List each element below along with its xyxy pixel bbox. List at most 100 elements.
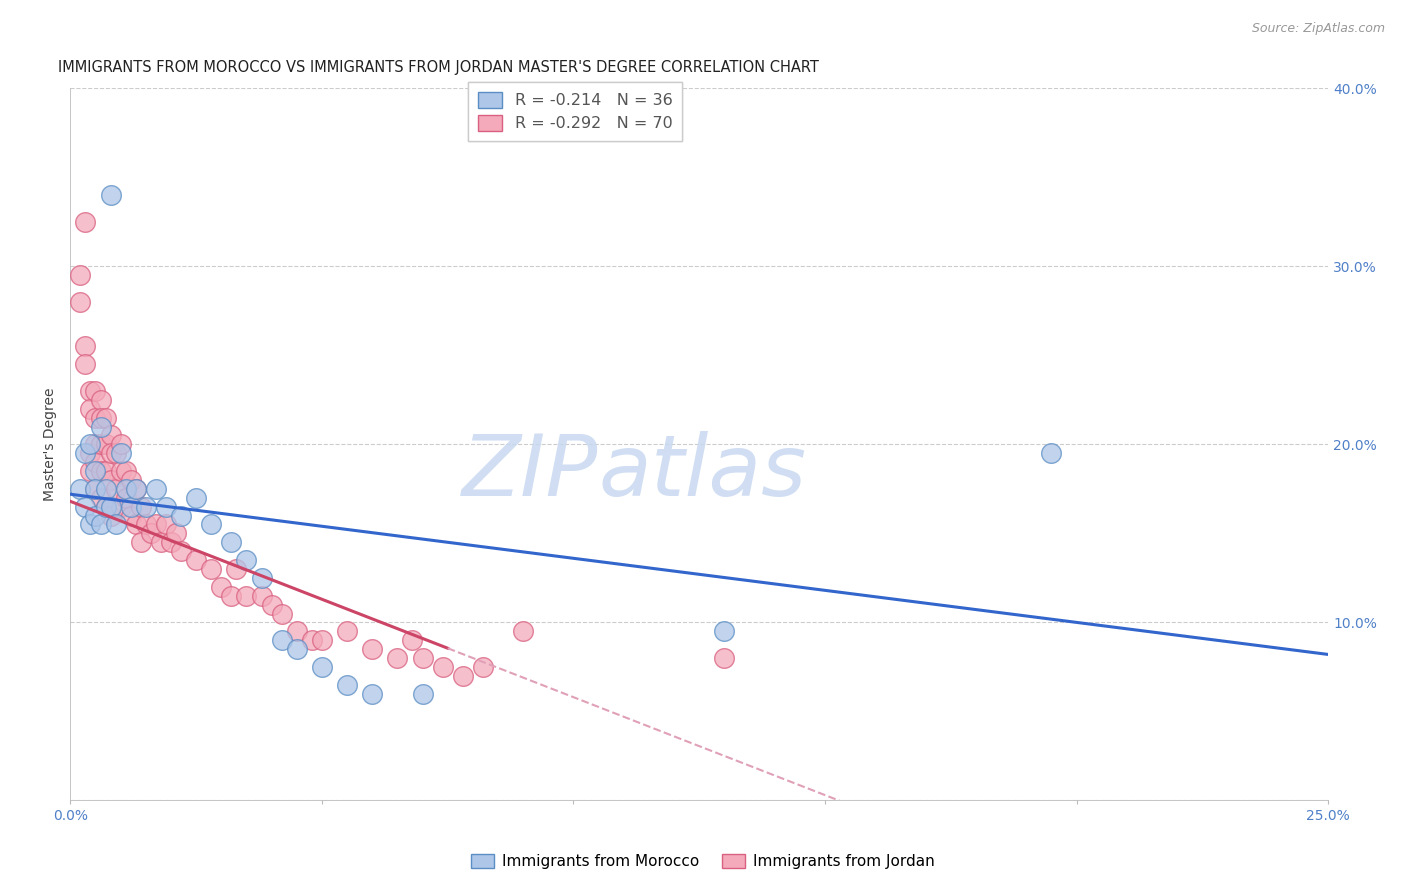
Point xyxy=(235,589,257,603)
Point xyxy=(100,500,122,514)
Point xyxy=(104,517,127,532)
Point xyxy=(75,500,97,514)
Point xyxy=(401,633,423,648)
Point xyxy=(451,669,474,683)
Point xyxy=(75,357,97,371)
Point xyxy=(114,464,136,478)
Point xyxy=(270,633,292,648)
Point xyxy=(471,660,494,674)
Point xyxy=(89,491,111,505)
Point xyxy=(120,473,142,487)
Point xyxy=(79,446,101,460)
Point xyxy=(100,188,122,202)
Point xyxy=(250,589,273,603)
Point xyxy=(104,482,127,496)
Point xyxy=(1040,446,1063,460)
Point xyxy=(270,607,292,621)
Point xyxy=(79,384,101,398)
Point xyxy=(361,687,384,701)
Point xyxy=(311,633,333,648)
Point xyxy=(69,268,91,283)
Point xyxy=(200,517,222,532)
Point xyxy=(100,473,122,487)
Point xyxy=(120,508,142,523)
Point xyxy=(155,500,177,514)
Legend: Immigrants from Morocco, Immigrants from Jordan: Immigrants from Morocco, Immigrants from… xyxy=(465,848,941,875)
Point xyxy=(104,446,127,460)
Point xyxy=(69,482,91,496)
Point xyxy=(200,562,222,576)
Point xyxy=(110,464,132,478)
Point xyxy=(89,464,111,478)
Point xyxy=(160,535,183,549)
Point xyxy=(100,428,122,442)
Point xyxy=(125,517,148,532)
Point xyxy=(79,464,101,478)
Point xyxy=(155,517,177,532)
Point xyxy=(125,482,148,496)
Point xyxy=(145,482,167,496)
Point xyxy=(89,410,111,425)
Point xyxy=(84,384,107,398)
Point xyxy=(221,589,243,603)
Point xyxy=(110,500,132,514)
Point xyxy=(84,482,107,496)
Point xyxy=(84,455,107,469)
Point xyxy=(139,526,162,541)
Point xyxy=(84,508,107,523)
Point xyxy=(311,660,333,674)
Point xyxy=(125,482,148,496)
Point xyxy=(285,642,308,657)
Point xyxy=(75,446,97,460)
Point xyxy=(170,508,193,523)
Legend: R = -0.214   N = 36, R = -0.292   N = 70: R = -0.214 N = 36, R = -0.292 N = 70 xyxy=(468,82,682,141)
Point xyxy=(94,464,117,478)
Point xyxy=(69,294,91,309)
Point xyxy=(120,500,142,514)
Point xyxy=(285,624,308,639)
Point xyxy=(129,500,152,514)
Point xyxy=(336,624,359,639)
Point xyxy=(84,437,107,451)
Point xyxy=(250,571,273,585)
Point xyxy=(336,678,359,692)
Point xyxy=(713,651,735,665)
Point xyxy=(135,500,157,514)
Point xyxy=(387,651,409,665)
Point xyxy=(713,624,735,639)
Point xyxy=(149,535,172,549)
Point xyxy=(129,535,152,549)
Text: atlas: atlas xyxy=(599,432,807,515)
Point xyxy=(235,553,257,567)
Point xyxy=(79,517,101,532)
Point xyxy=(75,215,97,229)
Point xyxy=(94,410,117,425)
Point xyxy=(100,446,122,460)
Point xyxy=(135,517,157,532)
Point xyxy=(432,660,454,674)
Point xyxy=(361,642,384,657)
Point xyxy=(94,482,117,496)
Point xyxy=(301,633,323,648)
Point xyxy=(89,437,111,451)
Point xyxy=(221,535,243,549)
Point xyxy=(110,446,132,460)
Point xyxy=(89,392,111,407)
Point xyxy=(209,580,232,594)
Point xyxy=(89,419,111,434)
Point xyxy=(94,500,117,514)
Point xyxy=(114,482,136,496)
Text: IMMIGRANTS FROM MOROCCO VS IMMIGRANTS FROM JORDAN MASTER'S DEGREE CORRELATION CH: IMMIGRANTS FROM MOROCCO VS IMMIGRANTS FR… xyxy=(58,60,818,75)
Point xyxy=(114,491,136,505)
Point xyxy=(79,401,101,416)
Point xyxy=(94,500,117,514)
Point xyxy=(100,508,122,523)
Point xyxy=(412,687,434,701)
Point xyxy=(84,410,107,425)
Point xyxy=(84,464,107,478)
Point xyxy=(512,624,534,639)
Point xyxy=(165,526,187,541)
Point xyxy=(94,437,117,451)
Point xyxy=(110,437,132,451)
Text: ZIP: ZIP xyxy=(463,432,599,515)
